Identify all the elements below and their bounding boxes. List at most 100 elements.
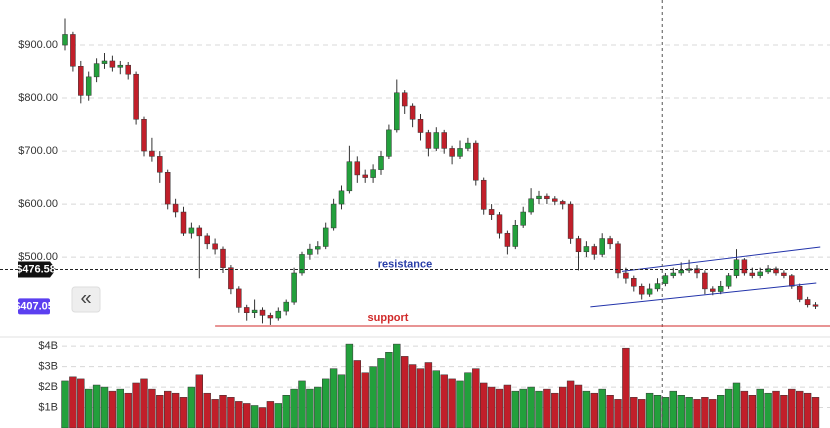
candle-body [338,190,345,205]
candle-body [725,275,732,287]
volume-bar [314,386,322,428]
volume-bar [187,386,196,428]
volume-bar [345,343,354,428]
volume-bar [464,372,472,428]
candle-body [133,73,139,120]
candle-body [315,246,321,250]
volume-bar [598,388,606,428]
candle-body [307,248,313,255]
volume-bar [156,395,164,428]
candle-body [441,132,447,149]
volume-bar [661,397,670,428]
candle-body [433,132,440,149]
last-price-tag [18,298,50,315]
volume-bar [69,376,77,428]
candle-body [575,238,582,253]
volume-bar [677,395,685,428]
volume-bar [258,407,267,428]
candle-body [125,64,131,75]
resistance-price-label: $476.58 [16,263,56,275]
volume-bar [282,395,290,428]
candle-body [109,60,116,68]
volume-bar [764,392,772,428]
volume-bar [638,399,646,428]
candle-body [417,119,424,133]
candle-body [544,195,550,200]
volume-bar [606,395,614,428]
volume-bar [329,368,338,428]
volume-bar [377,358,385,428]
volume-bar [440,374,448,428]
volume-bar [408,364,417,428]
volume-bar [756,388,764,428]
volume-bar [298,380,306,428]
candle-body [157,156,163,173]
volume-bar [219,395,227,428]
candle-body [267,315,274,319]
trendline [590,282,817,308]
volume-bar [685,397,693,428]
volume-bar [140,378,148,428]
volume-bar [132,382,140,428]
candle-body [496,214,503,234]
volume-bar [811,397,820,428]
candle-body [607,238,613,245]
volume-bar [164,390,172,428]
candle-body [425,132,432,149]
volume-bar [337,374,346,428]
candle-body [251,309,258,313]
volume-bar [456,380,464,428]
volume-bar [235,401,243,428]
volume-bar [369,366,377,428]
nav-button[interactable] [71,286,101,313]
volume-bar [100,386,109,428]
candle-body [70,34,76,67]
candle-body [638,285,645,295]
candle-body [796,285,803,300]
volume-bar [480,382,488,428]
volume-bar [487,386,496,428]
volume-bar [740,390,749,428]
last-price-label: $407.05 [14,300,54,312]
nav-button-label[interactable]: « [80,287,91,309]
candle-body [488,209,495,215]
candle-body [749,272,756,276]
candle-body [623,272,629,279]
candle-body [765,268,771,273]
candle-body [394,92,400,131]
candle-body [62,34,68,46]
candle-body [220,248,226,268]
volume-bar [77,378,85,428]
volume-bar [243,403,251,428]
volume-bar [92,384,101,428]
volume-bar [322,378,330,428]
volume-bar [717,395,725,428]
candle-body [741,259,748,274]
volume-bar [780,395,788,428]
candle-body [78,66,84,96]
candle-body [101,60,108,64]
candle-body [615,243,621,274]
candle-body [291,272,297,303]
candle-body [141,119,147,152]
volume-bar [653,395,662,428]
volume-bar [416,368,425,428]
price-tag [18,261,56,278]
candle-body [528,198,534,213]
volume-bar [179,397,188,428]
volume-bar [448,378,456,428]
candle-body [670,272,677,276]
volume-bar [796,390,804,428]
candle-body [567,203,574,239]
volume-bar [535,390,543,428]
volume-bar [693,399,701,428]
volume-bar [274,403,283,428]
volume-bar [709,399,717,428]
candle-body [717,285,724,292]
volume-bar [559,386,567,428]
candle-body [354,161,361,176]
candle-body [236,288,242,308]
candle-body [654,283,661,290]
volume-bar [590,392,598,428]
candle-body [180,211,187,234]
